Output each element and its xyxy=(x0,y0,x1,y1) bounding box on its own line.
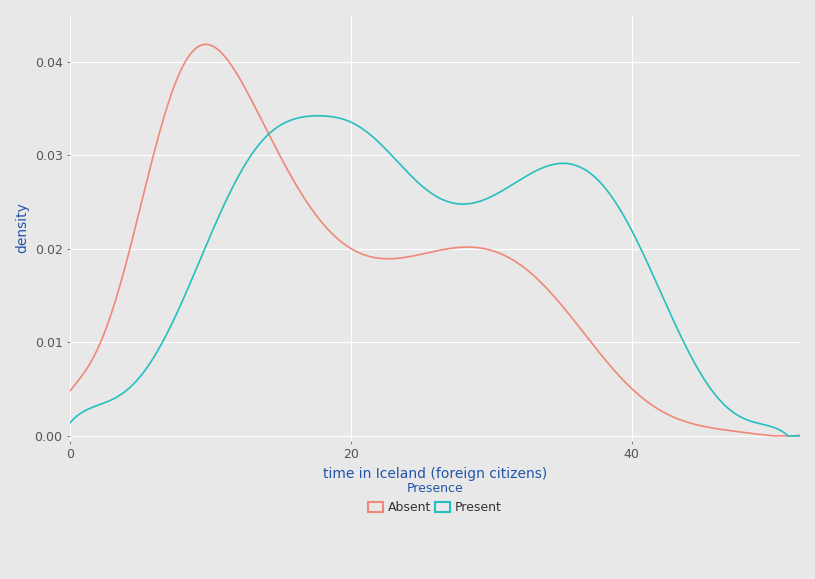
Legend: Absent, Present: Absent, Present xyxy=(363,477,507,519)
Present xyxy=(635,244,645,251)
Absent xyxy=(567,314,577,321)
Present xyxy=(314,112,324,119)
Line: Absent: Absent xyxy=(70,45,800,436)
Present xyxy=(65,419,75,426)
Present xyxy=(387,153,397,160)
Absent xyxy=(795,432,805,439)
Absent xyxy=(201,41,211,48)
Present xyxy=(567,161,577,168)
Y-axis label: density: density xyxy=(15,202,29,253)
Absent xyxy=(387,255,397,262)
Absent xyxy=(361,252,371,259)
Absent xyxy=(140,186,150,193)
Present xyxy=(648,272,658,279)
Present xyxy=(361,128,371,135)
Absent xyxy=(65,387,75,394)
Absent xyxy=(769,433,779,439)
Present xyxy=(140,367,150,374)
Present xyxy=(795,433,805,439)
Absent xyxy=(648,402,658,409)
Present xyxy=(783,433,793,439)
Line: Present: Present xyxy=(70,116,800,436)
Absent xyxy=(635,393,645,400)
X-axis label: time in Iceland (foreign citizens): time in Iceland (foreign citizens) xyxy=(323,467,547,481)
